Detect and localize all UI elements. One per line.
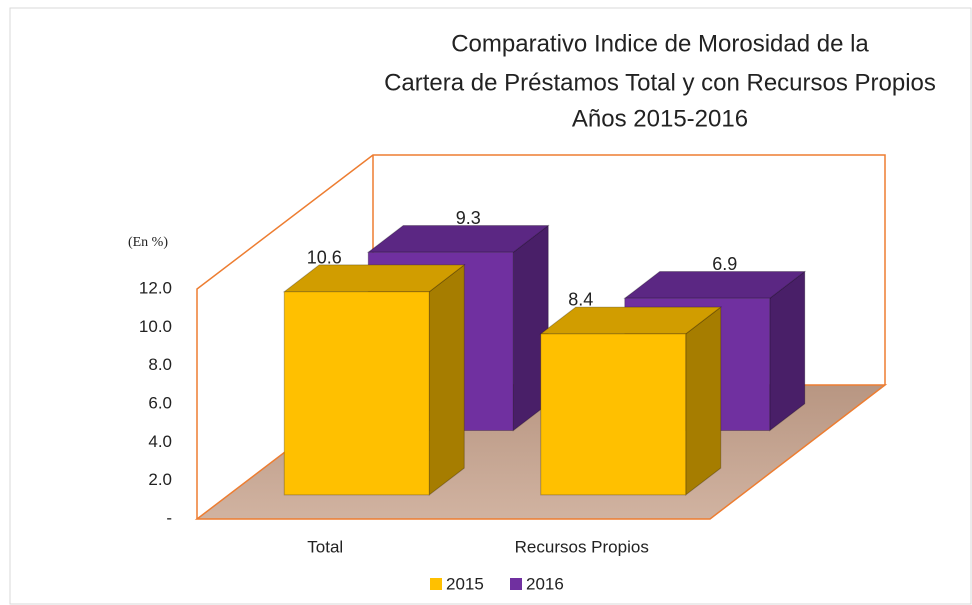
bar-top-shade (540, 307, 721, 334)
bar (539, 306, 723, 496)
x-tick-label: Total (307, 537, 343, 556)
bar (282, 263, 466, 496)
legend-swatch (430, 578, 442, 590)
chart-title: Cartera de Préstamos Total y con Recurso… (384, 69, 936, 96)
bar-side-shade (769, 271, 805, 431)
y-tick-label: 2.0 (148, 470, 172, 489)
chart-title: Años 2015-2016 (572, 105, 748, 132)
legend-label: 2015 (446, 574, 484, 593)
bar-top-shade (284, 264, 465, 292)
bar-front (540, 333, 687, 496)
value-label: 6.9 (712, 254, 737, 274)
x-tick-label: Recursos Propios (515, 537, 649, 556)
value-label: 9.3 (456, 208, 481, 228)
bar-side-shade (685, 307, 721, 495)
y-tick-label: - (166, 508, 172, 527)
y-tick-label: 4.0 (148, 432, 172, 451)
bar-side-shade (513, 225, 549, 431)
y-tick-label: 8.0 (148, 355, 172, 374)
value-label: 10.6 (307, 247, 342, 267)
y-tick-label: 12.0 (139, 278, 172, 297)
bar-side-shade (429, 264, 465, 495)
bar-front (283, 291, 430, 496)
y-axis-label: (En %) (128, 235, 168, 250)
legend-label: 2016 (526, 574, 564, 593)
value-label: 8.4 (568, 290, 593, 310)
bar-top-shade (368, 225, 549, 253)
chart-title: Comparativo Indice de Morosidad de la (451, 30, 869, 57)
bar-top-shade (624, 271, 805, 299)
y-tick-label: 10.0 (139, 317, 172, 336)
legend-swatch (510, 578, 522, 590)
y-tick-label: 6.0 (148, 393, 172, 412)
